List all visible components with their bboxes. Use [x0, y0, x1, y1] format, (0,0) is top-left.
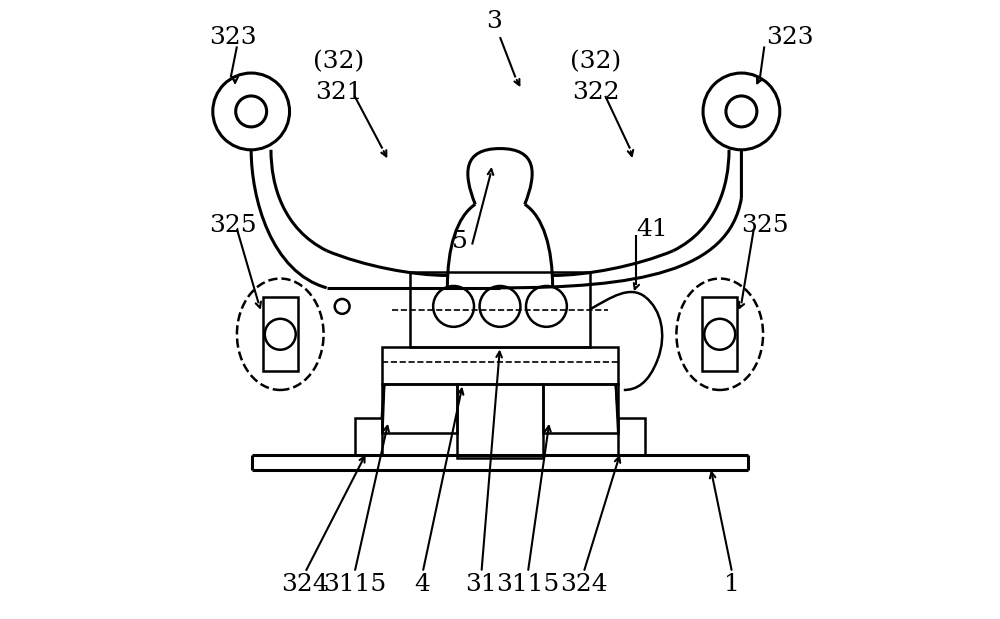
Text: 323: 323	[766, 25, 814, 49]
Text: 325: 325	[741, 214, 789, 238]
Text: 323: 323	[209, 25, 257, 49]
Text: 31: 31	[466, 573, 497, 597]
Text: 325: 325	[209, 214, 257, 238]
Text: 3: 3	[486, 10, 502, 33]
Text: 3115: 3115	[323, 573, 386, 597]
Text: 1: 1	[724, 573, 740, 597]
Bar	[355, 418, 382, 455]
Text: (32): (32)	[313, 50, 365, 74]
Text: 322: 322	[572, 81, 620, 105]
Bar	[457, 384, 543, 458]
Bar	[382, 347, 618, 384]
Text: 324: 324	[560, 573, 607, 597]
Text: 41: 41	[636, 217, 668, 241]
Bar	[702, 297, 737, 371]
Bar	[543, 384, 618, 433]
Text: 4: 4	[415, 573, 431, 597]
Text: (32): (32)	[570, 50, 622, 74]
Text: 3115: 3115	[496, 573, 559, 597]
Text: 5: 5	[452, 230, 468, 253]
Bar	[382, 384, 457, 433]
Text: 324: 324	[281, 573, 329, 597]
Bar	[410, 272, 590, 347]
Bar	[618, 418, 645, 455]
Text: 321: 321	[315, 81, 363, 105]
Bar	[263, 297, 298, 371]
